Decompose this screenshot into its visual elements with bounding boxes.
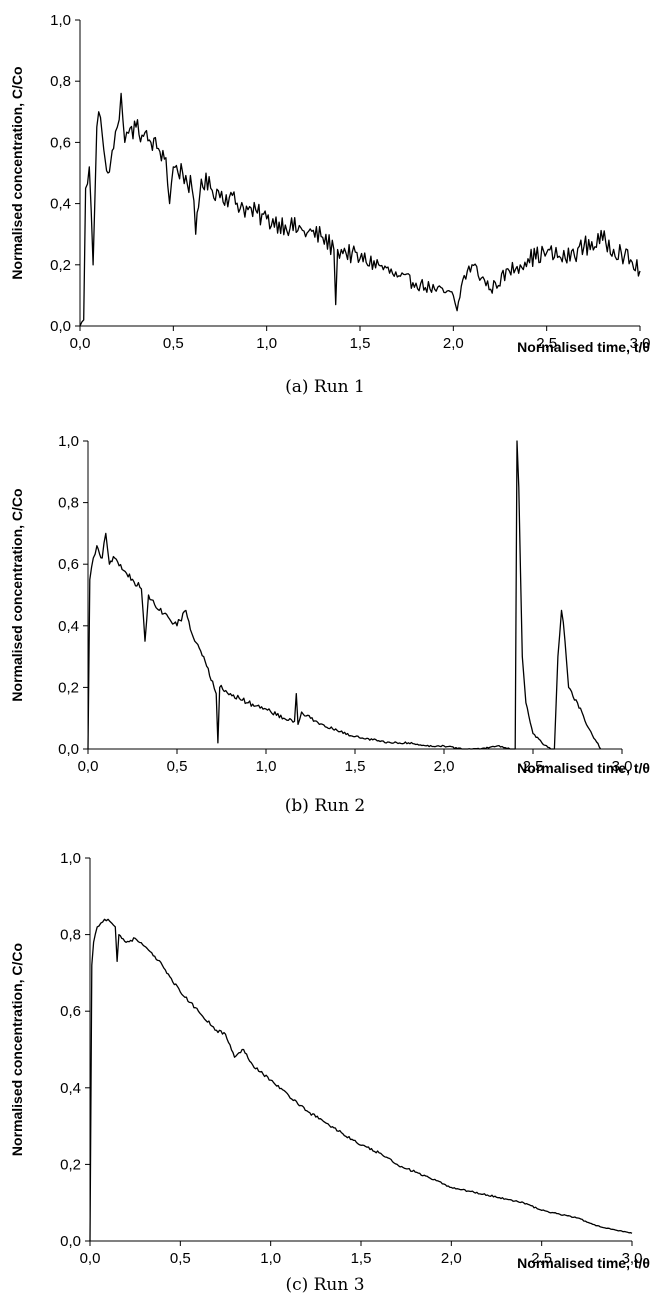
y-tick-label: 0,4 bbox=[50, 196, 71, 213]
y-tick-label: 0,8 bbox=[58, 495, 79, 512]
x-tick-label: 0,0 bbox=[78, 758, 99, 775]
x-tick-label: 0,0 bbox=[70, 335, 91, 352]
x-tick-label: 0,5 bbox=[163, 335, 184, 352]
x-tick-label: 2,0 bbox=[443, 335, 464, 352]
x-tick-label: 2,5 bbox=[523, 758, 544, 775]
chart-run-2: 0,00,20,40,60,81,00,0 0,5 1,0 1,5 2,0 2,5 3,0N… bbox=[9, 433, 650, 816]
x-tick-label: 3,0 bbox=[622, 1250, 643, 1267]
x-tick-label: 1,0 bbox=[260, 1250, 281, 1267]
x-tick-label: 2,5 bbox=[531, 1250, 552, 1267]
x-tick-label: 3,0 bbox=[630, 335, 651, 352]
y-axis-title: Normalised concentration, C/Co bbox=[9, 943, 25, 1156]
x-tick-label: 0,5 bbox=[167, 758, 188, 775]
y-tick-label: 0,2 bbox=[60, 1156, 81, 1173]
x-axis-title: Normalised time, t/θ bbox=[517, 1255, 650, 1271]
x-tick-label: 3,0 bbox=[612, 758, 633, 775]
y-tick-label: 1,0 bbox=[50, 12, 71, 29]
x-tick-label: 0,0 bbox=[80, 1250, 101, 1267]
x-axis-title: Normalised time, t/θ bbox=[517, 760, 650, 776]
series-line bbox=[87, 440, 602, 750]
figure-caption: (a) Run 1 bbox=[285, 377, 365, 397]
chart-panel-run-2: 0,0 0,2 0,4 0,6 0,8 1,0 0,0 0,5 1,0 1,5 2,0 2,5 3,0 N… bbox=[0, 415, 651, 825]
chart-run-3: 0,00,20,40,60,81,00,0 0,5 1,0 1,5 2,0 2,5 3,0N… bbox=[9, 850, 650, 1295]
y-tick-label: 0,0 bbox=[50, 318, 71, 335]
y-tick-label: 0,8 bbox=[50, 73, 71, 90]
x-tick-label: 2,0 bbox=[434, 758, 455, 775]
y-tick-label: 0,0 bbox=[58, 741, 79, 758]
x-tick-label: 1,5 bbox=[345, 758, 366, 775]
x-tick-label: 2,0 bbox=[441, 1250, 462, 1267]
y-tick-label: 0,2 bbox=[50, 257, 71, 274]
x-tick-label: 1,0 bbox=[256, 758, 277, 775]
chart-panel-run-1: 0,0 0,2 0,4 0,6 0,8 1,0 0,0 0,5 1,0 1,5 2,0 2,5 3,0 N… bbox=[0, 0, 651, 415]
figure-caption: (c) Run 3 bbox=[285, 1275, 364, 1295]
y-tick-label: 0,8 bbox=[60, 927, 81, 944]
x-tick-label: 0,5 bbox=[170, 1250, 191, 1267]
x-axis-title: Normalised time, t/θ bbox=[517, 339, 650, 355]
y-tick-label: 0,4 bbox=[58, 618, 79, 635]
x-tick-label: 1,0 bbox=[256, 335, 277, 352]
y-tick-label: 0,0 bbox=[60, 1233, 81, 1250]
series-line bbox=[79, 92, 641, 327]
chart-panel-run-3: 0,0 0,2 0,4 0,6 0,8 1,0 0,0 0,5 1,0 1,5 2,0 2,5 3,0 N… bbox=[0, 825, 651, 1300]
figure-caption: (b) Run 2 bbox=[285, 796, 365, 816]
chart-run-1: 0,00,20,40,60,81,00,0 0,5 1,0 1,5 2,0 2,5 3,0N… bbox=[9, 12, 651, 397]
y-axis-title: Normalised concentration, C/Co bbox=[9, 66, 25, 279]
y-tick-label: 1,0 bbox=[58, 433, 79, 450]
x-tick-label: 1,5 bbox=[350, 335, 371, 352]
y-axis-title: Normalised concentration, C/Co bbox=[9, 488, 25, 701]
y-tick-label: 0,6 bbox=[60, 1003, 81, 1020]
y-tick-label: 1,0 bbox=[60, 850, 81, 867]
x-tick-label: 1,5 bbox=[351, 1250, 372, 1267]
y-tick-label: 0,6 bbox=[50, 134, 71, 151]
series-line bbox=[89, 918, 633, 1242]
x-tick-label: 2,5 bbox=[536, 335, 557, 352]
y-tick-label: 0,2 bbox=[58, 679, 79, 696]
y-tick-label: 0,4 bbox=[60, 1080, 81, 1097]
y-tick-label: 0,6 bbox=[58, 556, 79, 573]
